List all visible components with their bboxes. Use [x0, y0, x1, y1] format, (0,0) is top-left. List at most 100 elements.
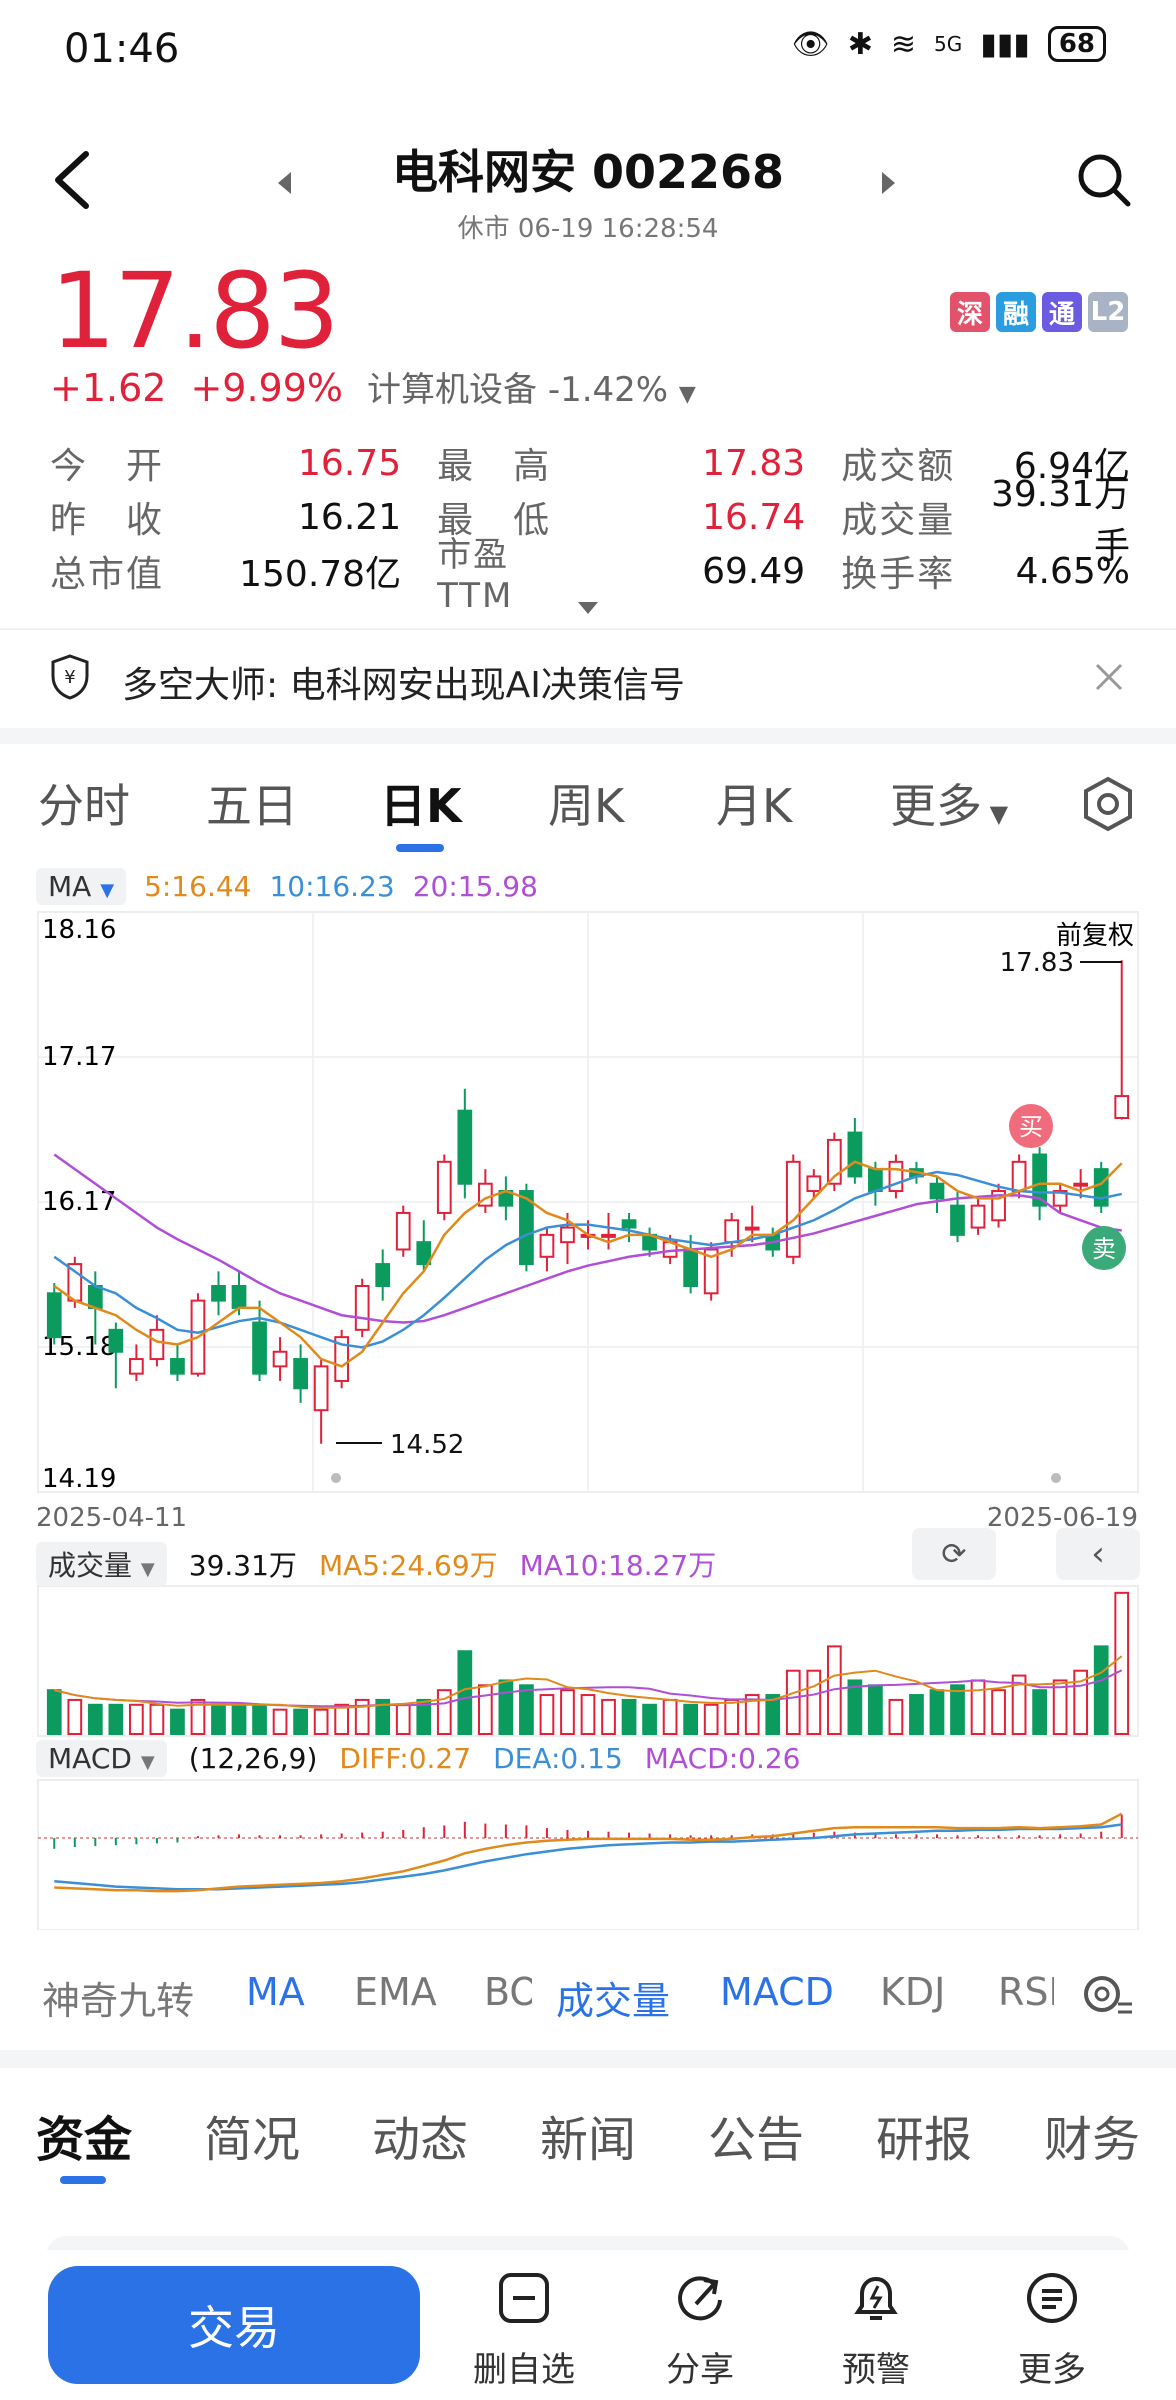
candle-up	[888, 1160, 904, 1193]
share-button[interactable]: 分享	[640, 2270, 760, 2391]
search-icon[interactable]	[1076, 152, 1132, 208]
tab-research[interactable]: 研报	[876, 2112, 973, 2168]
volume-selector[interactable]: 成交量 ▼	[36, 1542, 167, 1586]
macd-selector[interactable]: MACD ▼	[36, 1740, 167, 1777]
ai-signal-notice[interactable]	[0, 628, 1176, 728]
tab-more[interactable]: 更多 ▼	[890, 770, 1008, 836]
price-change-line: +1.62 +9.99% 计算机设备 -1.42% ▼	[50, 362, 696, 411]
tab-daily-k[interactable]: 日K	[380, 779, 462, 833]
bluetooth-icon: ✱	[847, 26, 873, 62]
indicator-jiuzhuan[interactable]: 神奇九转	[42, 1979, 195, 2023]
indicator-kdj[interactable]: KDJ	[880, 1970, 946, 2014]
tab-five-day[interactable]: 五日	[206, 779, 298, 833]
candle-down	[929, 1182, 945, 1200]
ma-selector[interactable]: MA ▼	[36, 868, 127, 905]
stat-label: 换手率	[841, 554, 956, 595]
more-button[interactable]: 更多	[992, 2270, 1112, 2391]
sector-change: -1.42%	[547, 370, 669, 410]
volume-bar	[313, 1708, 329, 1736]
share-label: 分享	[666, 2350, 734, 2390]
macd-params: (12,26,9)	[188, 1742, 318, 1775]
sector-link[interactable]: 计算机设备 -1.42% ▼	[367, 362, 696, 411]
alert-label: 预警	[842, 2350, 910, 2390]
tab-news[interactable]: 新闻	[540, 2112, 637, 2168]
more-label: 更多	[1018, 2350, 1086, 2390]
stat-label: 总市值	[50, 554, 165, 595]
tab-capital[interactable]: 资金	[36, 2112, 133, 2168]
close-icon[interactable]	[1094, 662, 1124, 692]
indicator-rsi[interactable]: RSI	[998, 1970, 1054, 2014]
indicator-volume[interactable]: 成交量	[556, 1979, 671, 2023]
volume-bar	[293, 1708, 308, 1736]
back-icon[interactable]	[50, 150, 94, 210]
volume-bar	[888, 1698, 904, 1735]
tab-intraday[interactable]: 分时	[38, 779, 130, 833]
candle-down	[847, 1131, 863, 1178]
collapse-panel-button[interactable]: ‹	[1056, 1528, 1140, 1580]
volume-bar	[724, 1698, 740, 1735]
price-adjust-label[interactable]: 前复权	[1056, 921, 1134, 951]
buy-signal-label: 买	[1019, 1113, 1043, 1141]
ma20-value: 20:15.98	[412, 870, 538, 903]
volume-ma-group	[54, 1655, 1123, 1709]
tab-overview[interactable]: 简况	[204, 2112, 301, 2168]
scroll-dot-left	[331, 1473, 341, 1483]
volume-bar	[683, 1703, 699, 1736]
network-label: 5G	[934, 32, 963, 56]
macd-diff: DIFF:0.27	[339, 1742, 472, 1775]
volume-bar	[190, 1698, 206, 1735]
sell-signal-icon[interactable]	[1082, 1226, 1126, 1270]
volume-bar	[375, 1698, 391, 1735]
volume-bar	[149, 1703, 165, 1736]
volume-bar	[1032, 1689, 1047, 1735]
stat-value: 150.78亿	[239, 554, 402, 595]
stat-value: 17.83	[702, 442, 806, 484]
indicator-ma[interactable]: MA	[246, 1970, 305, 2014]
share-icon	[678, 2276, 722, 2321]
alert-button[interactable]: 预警	[816, 2270, 936, 2391]
indicator-macd[interactable]: MACD	[720, 1970, 834, 2014]
price-change: +1.62	[50, 366, 167, 410]
candle-down	[87, 1285, 103, 1309]
indicator-ema[interactable]: EMA	[354, 1970, 437, 2014]
stat-row: 昨 收 16.21 最 低 16.74 成交量 39.31万手	[50, 474, 1130, 567]
divider	[0, 728, 1176, 744]
tab-more-label: 更多	[890, 779, 982, 833]
candle-up	[149, 1328, 165, 1361]
prev-stock-arrow-icon[interactable]	[278, 172, 291, 194]
trade-button[interactable]: 交易	[48, 2266, 420, 2384]
shenzhen-badge: 深	[950, 292, 990, 332]
volume-bar	[765, 1694, 781, 1735]
tab-news-feed[interactable]: 动态	[372, 2112, 469, 2168]
kline-chart[interactable]: 18.16 17.17 16.17 15.18 14.19 前复权 17.83 …	[0, 900, 1176, 1930]
candle-up	[539, 1233, 555, 1258]
sector-name: 计算机设备	[367, 370, 538, 410]
indicator-settings-icon[interactable]	[1082, 1970, 1134, 2018]
rotate-screen-button[interactable]: ⟳	[912, 1528, 996, 1580]
market-badges: 深 融 通 L2	[950, 292, 1128, 332]
candle-up	[806, 1175, 822, 1193]
next-stock-arrow-icon[interactable]	[882, 172, 895, 194]
caret-down-icon: ▼	[140, 1559, 155, 1580]
candle-up	[129, 1358, 144, 1375]
tab-announcements[interactable]: 公告	[708, 2112, 805, 2168]
signal-icon: ▮▮▮	[980, 26, 1030, 62]
settings-icon[interactable]	[1082, 776, 1134, 832]
tab-weekly-k[interactable]: 周K	[548, 779, 625, 833]
candle-up	[1073, 1182, 1089, 1187]
remove-watchlist-button[interactable]: 删自选	[464, 2270, 584, 2391]
expand-stats-icon[interactable]	[578, 602, 598, 614]
candle-up	[334, 1336, 350, 1382]
stat-label: 昨 收	[50, 500, 165, 541]
buy-signal-icon[interactable]	[1009, 1104, 1053, 1148]
tab-monthly-k[interactable]: 月K	[716, 779, 793, 833]
battery-icon: 68	[1047, 26, 1106, 62]
volume-bar	[601, 1698, 616, 1735]
y-axis-label-2: 17.17	[42, 1042, 116, 1072]
candle-up	[724, 1219, 740, 1244]
candle-down	[416, 1241, 432, 1266]
y-axis-top-label: 18.16	[42, 915, 116, 945]
tab-financials[interactable]: 财务	[1044, 2112, 1141, 2168]
macd-selector-label: MACD	[48, 1742, 132, 1775]
indicator-boll[interactable]: BOLL	[484, 1970, 532, 2014]
